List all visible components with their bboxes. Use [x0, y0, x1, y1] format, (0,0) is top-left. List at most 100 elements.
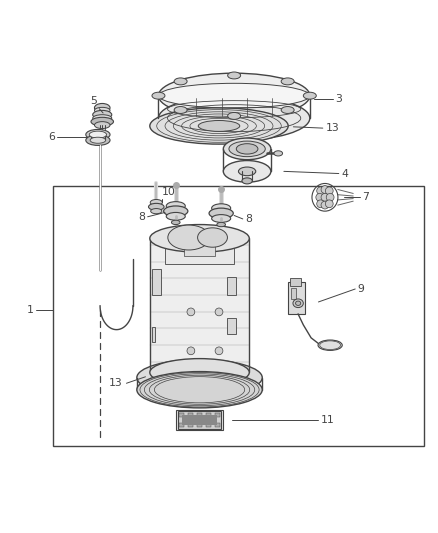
Bar [182, 415, 217, 425]
Text: 8: 8 [138, 212, 145, 222]
Ellipse shape [236, 144, 258, 154]
Ellipse shape [90, 137, 106, 143]
Ellipse shape [281, 78, 294, 85]
Ellipse shape [168, 225, 210, 250]
Circle shape [187, 347, 195, 355]
Circle shape [321, 185, 329, 193]
Ellipse shape [164, 206, 188, 216]
Bar [291, 288, 296, 299]
Ellipse shape [148, 204, 164, 211]
Text: 3: 3 [335, 94, 342, 104]
Bar [288, 281, 305, 314]
Text: 7: 7 [363, 192, 369, 203]
Bar [152, 327, 155, 342]
Circle shape [316, 193, 324, 201]
Ellipse shape [150, 108, 288, 144]
Ellipse shape [217, 222, 226, 227]
Bar [176, 410, 223, 430]
Bar [197, 423, 202, 427]
Bar [215, 413, 220, 417]
Ellipse shape [174, 107, 187, 114]
Ellipse shape [212, 215, 231, 222]
Bar [206, 413, 211, 417]
Circle shape [215, 347, 223, 355]
Ellipse shape [320, 341, 340, 350]
Bar [188, 423, 193, 427]
Ellipse shape [93, 115, 112, 122]
Ellipse shape [229, 141, 265, 157]
Ellipse shape [174, 78, 187, 85]
Bar [179, 423, 184, 427]
Ellipse shape [296, 301, 301, 305]
Text: 9: 9 [357, 284, 364, 294]
Ellipse shape [137, 359, 262, 396]
Ellipse shape [150, 199, 162, 206]
Ellipse shape [159, 73, 310, 118]
Bar [290, 278, 301, 286]
Circle shape [187, 308, 195, 316]
Text: 1: 1 [27, 305, 34, 315]
Text: 11: 11 [321, 415, 334, 425]
Text: 10: 10 [162, 187, 176, 197]
Ellipse shape [212, 204, 231, 213]
Ellipse shape [198, 120, 240, 132]
Ellipse shape [293, 299, 304, 308]
Ellipse shape [238, 167, 256, 176]
Text: 5: 5 [90, 96, 97, 107]
Text: 8: 8 [245, 214, 252, 224]
Ellipse shape [152, 92, 165, 99]
Ellipse shape [242, 178, 252, 184]
Bar [165, 238, 234, 264]
Ellipse shape [151, 208, 162, 214]
Ellipse shape [150, 359, 249, 386]
Ellipse shape [93, 110, 112, 119]
Circle shape [325, 187, 333, 195]
Ellipse shape [318, 340, 342, 350]
Ellipse shape [223, 138, 271, 160]
Ellipse shape [228, 112, 240, 119]
Text: 4: 4 [341, 168, 348, 179]
Ellipse shape [95, 103, 110, 112]
Text: 13: 13 [109, 378, 123, 388]
Circle shape [317, 200, 325, 208]
Ellipse shape [89, 131, 106, 138]
Circle shape [326, 193, 334, 201]
Circle shape [325, 200, 333, 208]
Ellipse shape [95, 122, 110, 128]
Ellipse shape [150, 224, 249, 252]
Ellipse shape [159, 96, 310, 141]
Ellipse shape [166, 213, 185, 220]
Bar [53, 187, 424, 446]
Ellipse shape [198, 228, 227, 247]
Ellipse shape [304, 92, 316, 99]
Bar [227, 277, 236, 295]
Circle shape [321, 201, 329, 209]
Ellipse shape [223, 160, 271, 182]
Bar [152, 269, 161, 295]
Ellipse shape [281, 107, 294, 114]
Ellipse shape [228, 72, 240, 79]
Ellipse shape [274, 151, 283, 156]
Bar [184, 238, 215, 256]
Ellipse shape [209, 208, 233, 219]
Ellipse shape [86, 130, 110, 140]
Circle shape [317, 187, 325, 195]
Circle shape [321, 193, 329, 201]
Ellipse shape [159, 83, 310, 108]
Bar [227, 318, 236, 334]
Ellipse shape [91, 117, 113, 126]
Ellipse shape [95, 107, 110, 114]
Ellipse shape [171, 220, 180, 224]
Ellipse shape [86, 135, 110, 146]
Circle shape [215, 308, 223, 316]
Text: 13: 13 [326, 123, 340, 133]
Bar [206, 423, 211, 427]
Ellipse shape [166, 201, 185, 211]
Bar [188, 413, 193, 417]
Ellipse shape [137, 372, 262, 408]
Bar [215, 423, 220, 427]
Bar [179, 413, 184, 417]
Bar [178, 411, 221, 429]
Bar [197, 413, 202, 417]
Text: 6: 6 [48, 132, 55, 142]
